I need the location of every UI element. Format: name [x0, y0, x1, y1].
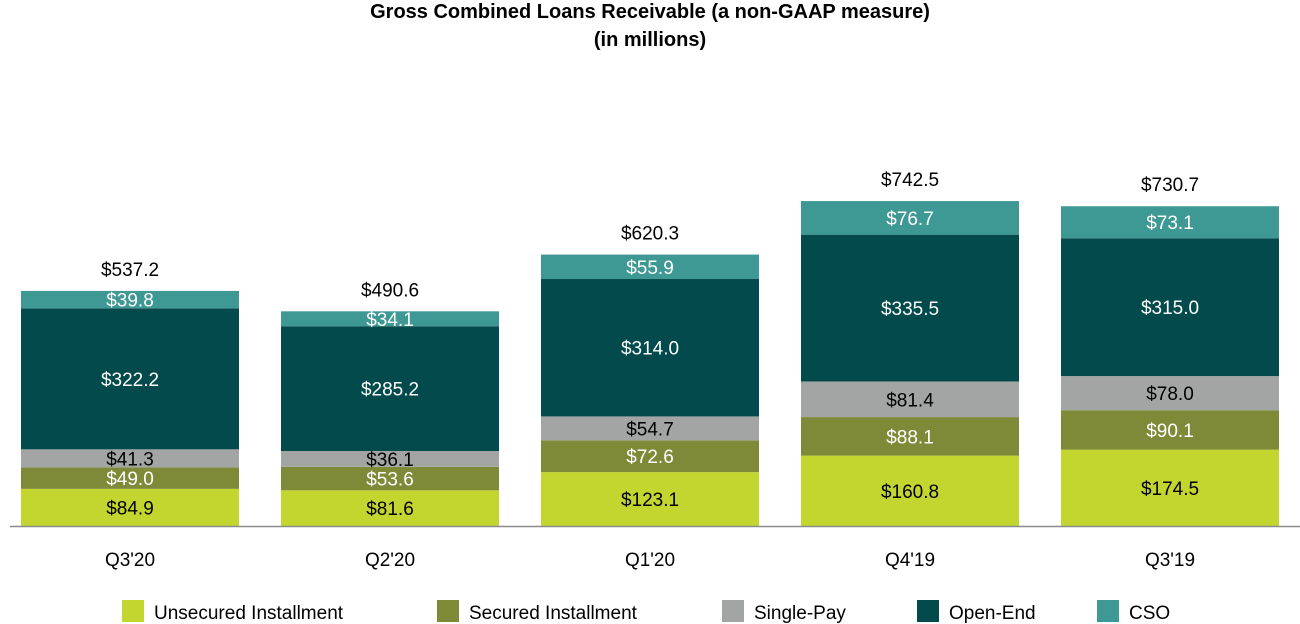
- legend-swatch-secured-installment: [437, 600, 459, 622]
- data-label-unsecured-installment-q3-19: $174.5: [1141, 479, 1199, 500]
- total-label-q3-20: $537.2: [101, 260, 159, 281]
- bar-segment-cso-q4-19: [801, 201, 1019, 235]
- bar-segment-unsecured-installment-q3-19: [1061, 449, 1279, 526]
- data-label-open-end-q4-19: $335.5: [881, 299, 939, 320]
- bar-segment-cso-q3-19: [1061, 206, 1279, 239]
- bar-segment-single-pay-q3-20: [21, 449, 239, 468]
- data-label-secured-installment-q2-20: $53.6: [366, 470, 414, 491]
- legend-label-cso: CSO: [1129, 603, 1170, 624]
- legend-label-open-end: Open-End: [949, 603, 1036, 624]
- total-label-q2-20: $490.6: [361, 280, 419, 301]
- bars-layer: $84.9 $49.0$41.3 $322.2 $39.8 $537.2 $81.6 $53…: [21, 170, 1279, 526]
- data-label-cso-q3-19: $73.1: [1146, 213, 1194, 234]
- total-label-q1-20: $620.3: [621, 224, 679, 245]
- bar-segment-single-pay-q4-19: [801, 381, 1019, 418]
- x-tick-label-q3-20: Q3'20: [105, 550, 155, 571]
- bar-segment-single-pay-q2-20: [281, 451, 499, 467]
- data-label-unsecured-installment-q4-19: $160.8: [881, 482, 939, 503]
- bar-segment-secured-installment-q2-20: [281, 466, 499, 491]
- data-label-open-end-q1-20: $314.0: [621, 339, 679, 360]
- chart-title: Gross Combined Loans Receivable (a non-G…: [370, 1, 930, 23]
- x-tick-label-q1-20: Q1'20: [625, 550, 675, 571]
- data-label-unsecured-installment-q2-20: $81.6: [366, 499, 414, 520]
- data-label-secured-installment-q3-20: $49.0: [106, 469, 154, 490]
- data-label-cso-q1-20: $55.9: [626, 258, 674, 279]
- bar-segment-open-end-q2-20: [281, 326, 499, 452]
- data-label-open-end-q3-20: $322.2: [101, 370, 159, 391]
- x-tick-label-q3-19: Q3'19: [1145, 550, 1195, 571]
- bar-segment-unsecured-installment-q1-20: [541, 472, 759, 526]
- bar-segment-cso-q3-20: [21, 290, 239, 309]
- legend: Unsecured Installment Secured Installment…: [122, 600, 1170, 624]
- data-label-single-pay-q2-20: $36.1: [366, 450, 414, 471]
- data-label-cso-q4-19: $76.7: [886, 209, 934, 230]
- data-label-unsecured-installment-q1-20: $123.1: [621, 490, 679, 511]
- bar-segment-secured-installment-q3-20: [21, 467, 239, 489]
- data-label-open-end-q2-20: $285.2: [361, 380, 419, 401]
- x-tick-label-q4-19: Q4'19: [885, 550, 935, 571]
- data-label-cso-q2-20: $34.1: [366, 310, 414, 331]
- bar-segment-open-end-q3-20: [21, 308, 239, 450]
- bar-segment-unsecured-installment-q3-20: [21, 488, 239, 526]
- legend-swatch-cso: [1097, 600, 1119, 622]
- data-label-single-pay-q3-19: $78.0: [1146, 384, 1194, 405]
- x-tick-label-q2-20: Q2'20: [365, 550, 415, 571]
- legend-swatch-open-end: [917, 600, 939, 622]
- data-label-secured-installment-q1-20: $72.6: [626, 447, 674, 468]
- bar-segment-secured-installment-q1-20: [541, 440, 759, 473]
- bar-segment-open-end-q3-19: [1061, 238, 1279, 377]
- data-label-single-pay-q1-20: $54.7: [626, 419, 674, 440]
- legend-swatch-unsecured-installment: [122, 600, 144, 622]
- bar-segment-secured-installment-q4-19: [801, 417, 1019, 456]
- legend-label-secured-installment: Secured Installment: [469, 603, 638, 624]
- total-label-q4-19: $742.5: [881, 170, 939, 191]
- data-label-open-end-q3-19: $315.0: [1141, 298, 1199, 319]
- bar-segment-single-pay-q1-20: [541, 416, 759, 441]
- data-label-secured-installment-q4-19: $88.1: [886, 427, 934, 448]
- data-label-single-pay-q3-20: $41.3: [106, 449, 154, 470]
- data-label-secured-installment-q3-19: $90.1: [1146, 421, 1194, 442]
- bar-segment-unsecured-installment-q4-19: [801, 455, 1019, 526]
- bar-segment-open-end-q4-19: [801, 234, 1019, 382]
- bar-segment-single-pay-q3-19: [1061, 376, 1279, 411]
- legend-label-unsecured-installment: Unsecured Installment: [154, 603, 344, 624]
- bar-segment-cso-q2-20: [281, 311, 499, 327]
- bar-segment-secured-installment-q3-19: [1061, 410, 1279, 450]
- bar-segment-open-end-q1-20: [541, 279, 759, 417]
- legend-swatch-single-pay: [722, 600, 744, 622]
- chart-subtitle: (in millions): [594, 29, 706, 51]
- bar-segment-unsecured-installment-q2-20: [281, 490, 499, 526]
- total-label-q3-19: $730.7: [1141, 175, 1199, 196]
- data-label-single-pay-q4-19: $81.4: [886, 390, 934, 411]
- x-axis: Q3'20 Q2'20 Q1'20 Q4'19 Q3'19: [10, 525, 1300, 571]
- bar-segment-cso-q1-20: [541, 254, 759, 280]
- data-label-unsecured-installment-q3-20: $84.9: [106, 498, 154, 519]
- legend-label-single-pay: Single-Pay: [754, 603, 846, 624]
- data-label-cso-q3-20: $39.8: [106, 291, 154, 312]
